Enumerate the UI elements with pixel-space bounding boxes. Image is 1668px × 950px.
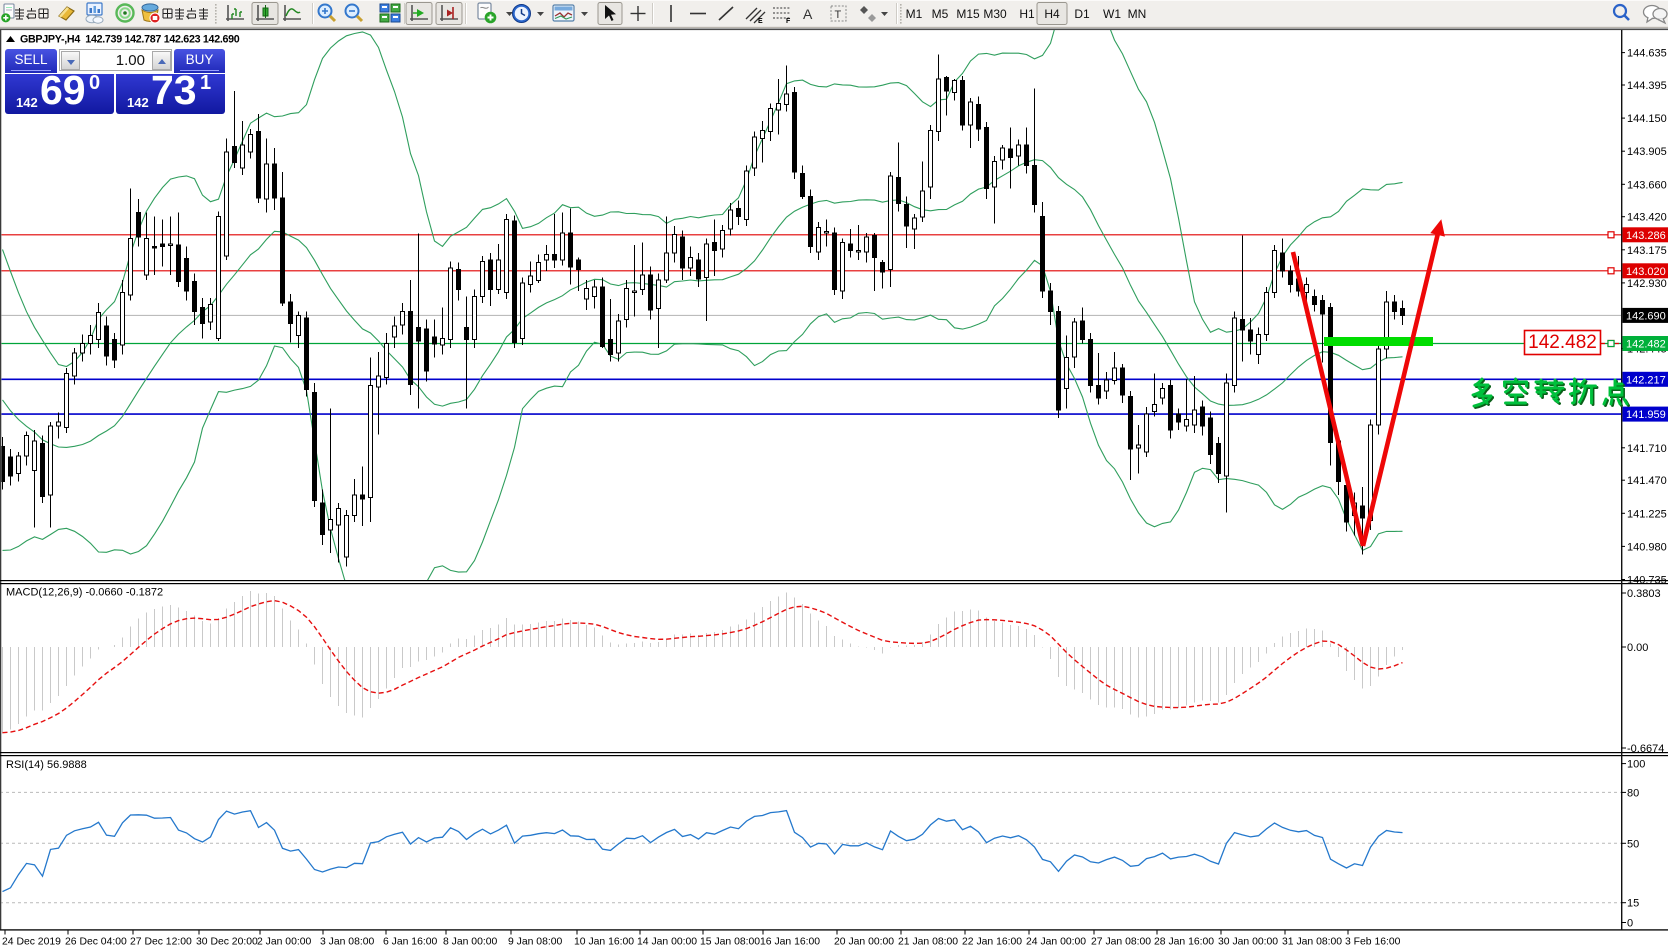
svg-text:142.930: 142.930 bbox=[1627, 278, 1667, 290]
svg-text:144.635: 144.635 bbox=[1627, 48, 1667, 60]
svg-text:142.482: 142.482 bbox=[1626, 339, 1666, 351]
svg-text:143.420: 143.420 bbox=[1627, 212, 1667, 224]
svg-text:144.150: 144.150 bbox=[1627, 113, 1667, 125]
svg-text:2 Jan 00:00: 2 Jan 00:00 bbox=[257, 937, 312, 948]
svg-text:15: 15 bbox=[1627, 898, 1639, 910]
svg-text:141.959: 141.959 bbox=[1626, 409, 1666, 421]
svg-text:143.175: 143.175 bbox=[1627, 245, 1667, 257]
svg-text:24 Jan 00:00: 24 Jan 00:00 bbox=[1026, 937, 1086, 948]
svg-text:9 Jan 08:00: 9 Jan 08:00 bbox=[508, 937, 563, 948]
svg-text:50: 50 bbox=[1627, 838, 1639, 850]
svg-text:M1: M1 bbox=[906, 7, 923, 21]
svg-text:M15: M15 bbox=[956, 7, 980, 21]
svg-text:142.482: 142.482 bbox=[1528, 332, 1597, 353]
svg-text:24 Dec 2019: 24 Dec 2019 bbox=[2, 937, 61, 948]
svg-text:3 Jan 08:00: 3 Jan 08:00 bbox=[320, 937, 375, 948]
svg-text:31 Jan 08:00: 31 Jan 08:00 bbox=[1282, 937, 1342, 948]
svg-text:H4: H4 bbox=[1044, 7, 1060, 21]
svg-text:-0.6674: -0.6674 bbox=[1627, 743, 1664, 755]
svg-text:141.225: 141.225 bbox=[1627, 508, 1667, 520]
svg-text:21 Jan 08:00: 21 Jan 08:00 bbox=[898, 937, 958, 948]
svg-text:T: T bbox=[835, 9, 842, 21]
svg-text:143.660: 143.660 bbox=[1627, 179, 1667, 191]
svg-text:142.690: 142.690 bbox=[1626, 310, 1666, 322]
svg-text:143.905: 143.905 bbox=[1627, 146, 1667, 158]
svg-text:30 Jan 00:00: 30 Jan 00:00 bbox=[1218, 937, 1278, 948]
svg-text:141.710: 141.710 bbox=[1627, 443, 1667, 455]
svg-text:28 Jan 16:00: 28 Jan 16:00 bbox=[1154, 937, 1214, 948]
svg-text:E: E bbox=[758, 18, 763, 25]
svg-text:RSI(14) 56.9888: RSI(14) 56.9888 bbox=[6, 759, 87, 771]
svg-text:142.217: 142.217 bbox=[1626, 374, 1666, 386]
svg-text:27 Dec 12:00: 27 Dec 12:00 bbox=[130, 937, 192, 948]
svg-text:W1: W1 bbox=[1103, 7, 1121, 21]
svg-text:100: 100 bbox=[1627, 759, 1645, 771]
svg-text:143.020: 143.020 bbox=[1626, 266, 1666, 278]
svg-text:140.980: 140.980 bbox=[1627, 541, 1667, 553]
svg-text:14 Jan 00:00: 14 Jan 00:00 bbox=[637, 937, 697, 948]
svg-text:M5: M5 bbox=[932, 7, 949, 21]
svg-text:A: A bbox=[803, 6, 813, 22]
svg-text:27 Jan 08:00: 27 Jan 08:00 bbox=[1091, 937, 1151, 948]
svg-text:3 Feb 16:00: 3 Feb 16:00 bbox=[1345, 937, 1401, 948]
svg-text:6 Jan 16:00: 6 Jan 16:00 bbox=[383, 937, 438, 948]
svg-text:15 Jan 08:00: 15 Jan 08:00 bbox=[700, 937, 760, 948]
svg-text:143.286: 143.286 bbox=[1626, 230, 1666, 242]
svg-text:H1: H1 bbox=[1019, 7, 1035, 21]
svg-text:140.735: 140.735 bbox=[1627, 575, 1667, 587]
svg-text:26 Dec 04:00: 26 Dec 04:00 bbox=[65, 937, 127, 948]
svg-text:0.00: 0.00 bbox=[1627, 642, 1648, 654]
svg-text:144.395: 144.395 bbox=[1627, 80, 1667, 92]
svg-text:M30: M30 bbox=[983, 7, 1007, 21]
svg-text:MN: MN bbox=[1128, 7, 1147, 21]
svg-text:16 Jan 16:00: 16 Jan 16:00 bbox=[760, 937, 820, 948]
svg-text:141.470: 141.470 bbox=[1627, 475, 1667, 487]
svg-text:0: 0 bbox=[1627, 918, 1633, 930]
svg-text:80: 80 bbox=[1627, 787, 1639, 799]
svg-text:10 Jan 16:00: 10 Jan 16:00 bbox=[574, 937, 634, 948]
svg-text:20 Jan 00:00: 20 Jan 00:00 bbox=[834, 937, 894, 948]
svg-text:8 Jan 00:00: 8 Jan 00:00 bbox=[443, 937, 498, 948]
svg-text:D1: D1 bbox=[1074, 7, 1090, 21]
svg-text:0.3803: 0.3803 bbox=[1627, 588, 1661, 600]
svg-text:F: F bbox=[786, 18, 791, 25]
svg-text:MACD(12,26,9) -0.0660 -0.1872: MACD(12,26,9) -0.0660 -0.1872 bbox=[6, 587, 163, 599]
svg-text:GBPJPY-,H4 142.739 142.787 14: GBPJPY-,H4 142.739 142.787 142.623 142.6… bbox=[20, 34, 240, 46]
svg-text:30 Dec 20:00: 30 Dec 20:00 bbox=[196, 937, 258, 948]
svg-text:22 Jan 16:00: 22 Jan 16:00 bbox=[962, 937, 1022, 948]
